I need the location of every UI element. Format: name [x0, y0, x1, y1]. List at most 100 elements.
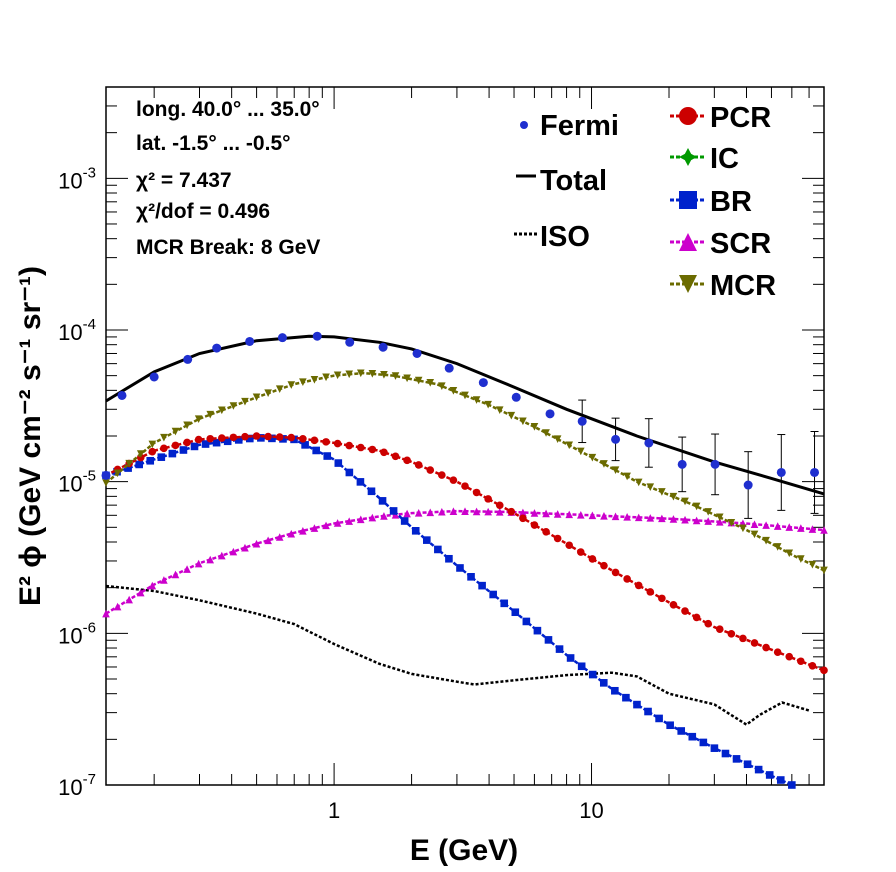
marker-mcr: [461, 391, 469, 400]
legend-item-ic: IC: [670, 143, 739, 175]
legend-label-pcr: PCR: [710, 102, 771, 134]
marker-pcr: [669, 600, 678, 609]
marker-br: [555, 645, 564, 653]
marker-scr: [252, 539, 261, 548]
marker-scr: [345, 517, 353, 525]
marker-br: [566, 654, 575, 662]
series-mcr: [102, 369, 828, 575]
marker-scr: [797, 524, 805, 532]
marker-mcr: [368, 370, 377, 378]
marker-pcr: [241, 432, 249, 441]
info-line-chi2: χ² = 7.437: [136, 169, 232, 192]
legend-swatch-pcr: [679, 107, 697, 125]
marker-scr: [426, 508, 435, 517]
marker-scr: [183, 565, 191, 573]
marker-scr: [125, 595, 133, 604]
marker-mcr: [356, 369, 365, 378]
marker-br: [732, 755, 741, 763]
marker-pcr: [507, 507, 516, 516]
marker-br: [168, 449, 177, 458]
marker-scr: [820, 526, 828, 534]
series-line-scr: [105, 509, 825, 615]
axis-tick-labels: 1 10 10-7 10-6 10-5 10-4 10-3: [58, 164, 604, 823]
legend-label-fermi: Fermi: [540, 110, 619, 142]
marker-pcr: [229, 433, 238, 442]
series-fermi: [101, 331, 820, 519]
marker-scr: [322, 521, 330, 530]
series-line-total: [105, 334, 825, 496]
marker-br: [323, 452, 332, 460]
marker-scr: [264, 536, 272, 545]
legend-item-br: BR: [670, 186, 752, 218]
info-line-latitude: lat. -1.5° ... -0.5°: [136, 132, 291, 155]
y-tick-label: 10-5: [58, 468, 96, 497]
marker-mcr: [264, 389, 272, 398]
marker-pcr: [356, 443, 365, 452]
y-tick-label: 10-4: [58, 316, 96, 345]
marker-pcr: [403, 456, 411, 465]
data-point-fermi: [345, 337, 355, 347]
marker-mcr: [623, 472, 631, 481]
data-point-fermi: [776, 467, 786, 477]
legend: Fermi Total ISO PCR IC BR SCR MCR: [514, 102, 776, 302]
marker-mcr: [252, 393, 261, 402]
marker-mcr: [438, 382, 446, 390]
marker-pcr: [322, 438, 330, 446]
info-box: long. 40.0° ... 35.0° lat. -1.5° ... -0.…: [136, 98, 320, 259]
marker-mcr: [403, 374, 411, 383]
legend-item-mcr: MCR: [670, 270, 776, 302]
marker-scr: [704, 517, 712, 525]
marker-br: [268, 434, 276, 443]
marker-br: [611, 686, 619, 695]
marker-scr: [102, 609, 110, 618]
data-point-fermi: [277, 333, 287, 343]
marker-scr: [160, 576, 168, 584]
marker-mcr: [136, 450, 145, 458]
series-br: [102, 434, 796, 789]
marker-scr: [681, 515, 689, 524]
marker-scr: [519, 508, 527, 517]
series-line-pcr: [105, 434, 825, 672]
marker-br: [511, 608, 520, 617]
marker-br: [655, 714, 663, 723]
marker-scr: [403, 509, 411, 518]
marker-mcr: [183, 421, 191, 430]
marker-pcr: [160, 444, 168, 453]
marker-scr: [692, 516, 701, 525]
marker-pcr: [588, 555, 597, 563]
marker-mcr: [275, 385, 284, 393]
marker-pcr: [704, 619, 712, 628]
x-axis-title: E (GeV): [410, 834, 518, 867]
marker-mcr: [727, 519, 736, 527]
marker-br: [710, 744, 719, 752]
legend-swatch-scr: [679, 233, 697, 251]
marker-pcr: [658, 594, 666, 603]
marker-mcr: [519, 417, 527, 426]
marker-br: [312, 446, 320, 455]
marker-scr: [634, 513, 643, 522]
marker-pcr: [762, 643, 770, 652]
marker-mcr: [102, 479, 110, 487]
marker-scr: [171, 570, 180, 579]
marker-scr: [206, 555, 215, 564]
marker-br: [157, 453, 166, 461]
marker-br: [378, 497, 387, 505]
marker-pcr: [692, 613, 701, 622]
marker-pcr: [611, 568, 620, 577]
data-point-fermi: [101, 470, 111, 480]
marker-pcr: [449, 476, 458, 484]
data-point-fermi: [312, 331, 322, 341]
marker-br: [754, 765, 763, 774]
marker-br: [389, 507, 398, 515]
marker-pcr: [785, 652, 794, 661]
marker-scr: [669, 515, 678, 523]
legend-label-br: BR: [710, 186, 752, 218]
data-point-fermi: [545, 409, 555, 419]
legend-label-iso: ISO: [540, 221, 590, 253]
marker-scr: [658, 514, 666, 523]
marker-scr: [484, 507, 492, 516]
marker-scr: [611, 512, 620, 521]
y-axis-title: E² ϕ (GeV cm⁻² s⁻¹ sr⁻¹): [14, 266, 47, 606]
marker-pcr: [727, 629, 736, 638]
series-line-mcr: [105, 371, 825, 572]
